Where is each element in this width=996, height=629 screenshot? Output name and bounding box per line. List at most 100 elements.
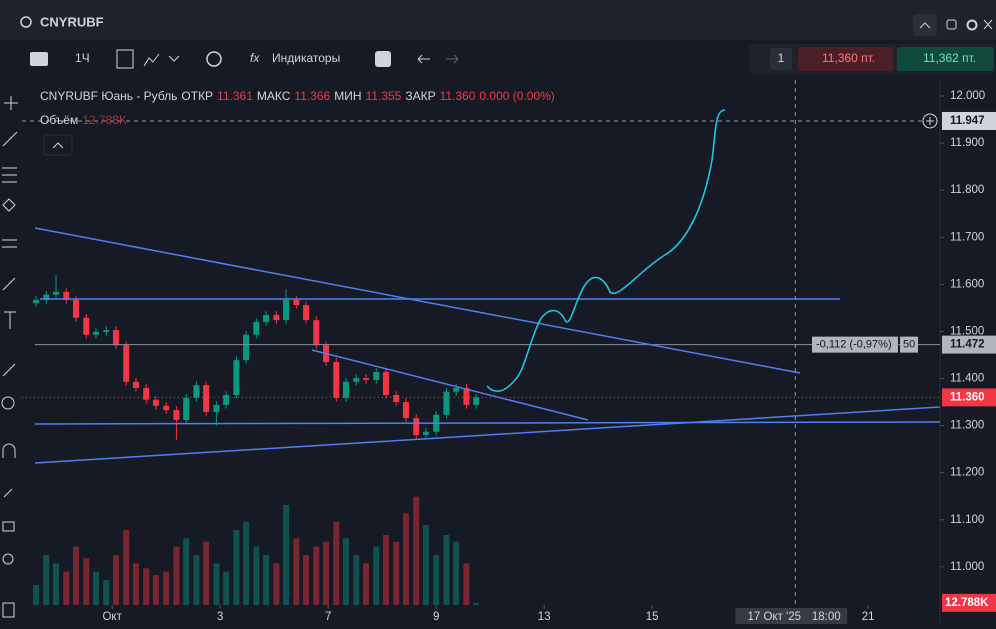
area-icon[interactable] <box>143 53 160 67</box>
buy-button[interactable] <box>897 47 994 71</box>
candle-body <box>393 395 400 403</box>
candle-body <box>203 385 210 412</box>
candle-body <box>123 345 130 382</box>
symbol[interactable]: CNYRUBF <box>40 14 104 29</box>
volume-bar <box>53 563 60 605</box>
y-tick-label: 11.600 <box>950 278 984 290</box>
legend-open: 11.361 <box>217 89 253 103</box>
measure-label: -0,112 (-0,97%) <box>816 339 892 351</box>
indicators[interactable]: Индикаторы <box>272 51 340 65</box>
dropdown-icon[interactable] <box>168 55 180 62</box>
last-price: 11.360 <box>950 391 985 403</box>
candle-body <box>143 387 150 400</box>
volume-bar <box>463 563 470 605</box>
legend-low: 11.355 <box>366 89 402 103</box>
crosshair-price: 11.947 <box>950 115 985 127</box>
candle-body <box>152 399 159 406</box>
volume-bar <box>152 575 159 605</box>
candle-body <box>92 331 99 335</box>
volume-bar <box>63 571 70 605</box>
y-tick-label: 11.200 <box>950 467 984 479</box>
cart-icon[interactable] <box>30 52 48 66</box>
volume-bar <box>333 521 340 605</box>
volume-bar <box>83 558 90 605</box>
templates-icon[interactable] <box>375 51 391 67</box>
crosshair-date: 17 Окт '25 <box>748 611 802 623</box>
candle-body <box>333 362 340 398</box>
candle-body <box>463 387 470 405</box>
candle-body <box>293 299 300 306</box>
redo-icon[interactable] <box>446 54 459 64</box>
candle-body <box>283 299 290 321</box>
volume-bar <box>422 525 429 605</box>
trendline <box>34 406 941 464</box>
chevron-icon <box>52 142 64 149</box>
candle-body <box>402 402 409 419</box>
fx-icon[interactable]: fx <box>250 51 260 65</box>
x-tick-label: 3 <box>217 611 223 623</box>
window-button[interactable] <box>946 19 957 30</box>
candle-body <box>263 314 270 323</box>
plus-icon <box>926 116 934 125</box>
trendline <box>311 349 589 421</box>
settings-button[interactable] <box>966 19 978 31</box>
undo-icon[interactable] <box>417 54 430 64</box>
quantity[interactable]: 1 <box>778 51 785 65</box>
buy-price[interactable]: 11,362 пт. <box>923 51 976 65</box>
search-icon[interactable] <box>20 16 32 28</box>
volume-bar <box>353 555 360 605</box>
candle-body <box>413 418 420 436</box>
sell-price[interactable]: 11,360 пт. <box>822 51 875 65</box>
x-tick-label: 13 <box>538 611 551 623</box>
legend-close: 11.360 <box>440 89 476 103</box>
volume-bar <box>243 521 250 605</box>
legend-high: 11.366 <box>294 89 330 103</box>
candle-body <box>453 387 460 392</box>
collapse-legend[interactable] <box>43 134 73 156</box>
sell-button[interactable] <box>798 47 893 71</box>
volume-bar <box>112 555 119 605</box>
y-tick-label: 11.900 <box>950 137 984 149</box>
candle-body <box>183 397 190 420</box>
tool-icons[interactable] <box>1 96 18 618</box>
x-tick-label: 15 <box>646 611 659 623</box>
candle-body <box>43 294 50 300</box>
legend-low-label: МИН <box>334 89 361 103</box>
y-tick-label: 11.100 <box>950 514 984 526</box>
compare-icon[interactable] <box>206 51 222 67</box>
volume-bar <box>313 546 320 605</box>
volume-bar <box>263 555 270 605</box>
y-tick-label: 11.500 <box>950 325 984 337</box>
interval[interactable]: 1Ч <box>75 51 90 65</box>
candle-body <box>213 404 220 412</box>
trendline <box>34 227 801 374</box>
volume-bar <box>303 555 310 605</box>
volume-bar <box>193 555 200 605</box>
legend-name: CNYRUBF Юань - Рубль <box>40 89 177 103</box>
legend-change: 0.000 (0.00%) <box>479 89 554 103</box>
candle-body <box>362 378 369 380</box>
measure-bars-box <box>900 336 918 353</box>
top-bar <box>0 0 996 40</box>
volume-bar <box>213 563 220 605</box>
quantity-box[interactable] <box>770 48 792 70</box>
measure-box <box>812 336 898 353</box>
volume-bar <box>223 571 230 605</box>
volume-bar <box>203 541 210 605</box>
drawings <box>34 109 941 464</box>
chart-type-icon[interactable] <box>116 49 134 69</box>
x-tick-label: Окт <box>102 611 122 623</box>
candle-body <box>443 391 450 415</box>
crosshair-time: 18:00 <box>812 611 841 623</box>
candle-body <box>223 395 230 405</box>
volume-bar <box>473 602 480 605</box>
close-button[interactable] <box>983 19 993 30</box>
volume-bar <box>173 546 180 605</box>
candle-body <box>63 291 70 300</box>
collapse-button[interactable] <box>913 14 937 36</box>
measure-price-box <box>942 335 996 354</box>
measure-bars: 50 <box>903 339 915 351</box>
x-tick-label: 7 <box>325 611 331 623</box>
